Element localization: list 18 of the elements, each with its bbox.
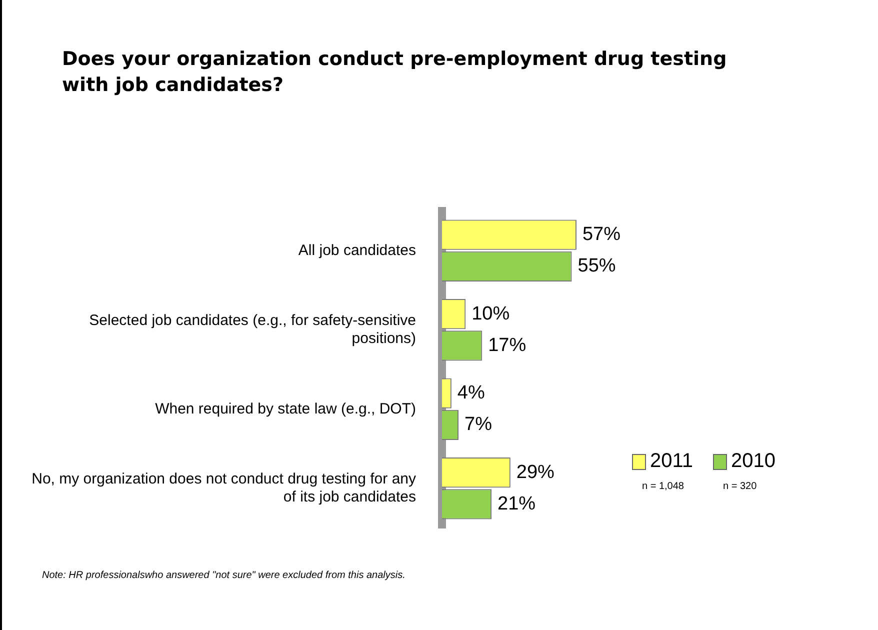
- text: n = 1,048: [642, 481, 684, 492]
- data-label: 7%: [464, 414, 492, 436]
- data-label: 4%: [457, 382, 486, 404]
- y-tick-label: All job candidates: [298, 242, 416, 259]
- data-label: 55%: [578, 256, 616, 277]
- data-label: 21%: [498, 493, 536, 514]
- data-label: 29%: [516, 462, 555, 483]
- legend-label: 2010: [731, 450, 776, 473]
- y-tick-label: When required by state law (e.g., DOT): [155, 400, 416, 418]
- text: n = 320: [723, 481, 757, 492]
- data-label: 10%: [472, 303, 510, 324]
- legend-label: 2011: [650, 450, 694, 473]
- y-tick-label: Selected job candidates (e.g., for safety-sensitive positions): [89, 312, 416, 348]
- text: Note: HR professionalswho answered "not sure" were excluded from this analysis.: [42, 570, 406, 581]
- chart-title: Does your organization conduct pre-employment drug testing with job candidates?: [62, 47, 728, 98]
- data-label: 57%: [582, 224, 621, 246]
- y-tick-label: No, my organization does not conduct drug testing for any of its job candidates: [32, 470, 416, 506]
- data-label: 17%: [488, 334, 526, 356]
